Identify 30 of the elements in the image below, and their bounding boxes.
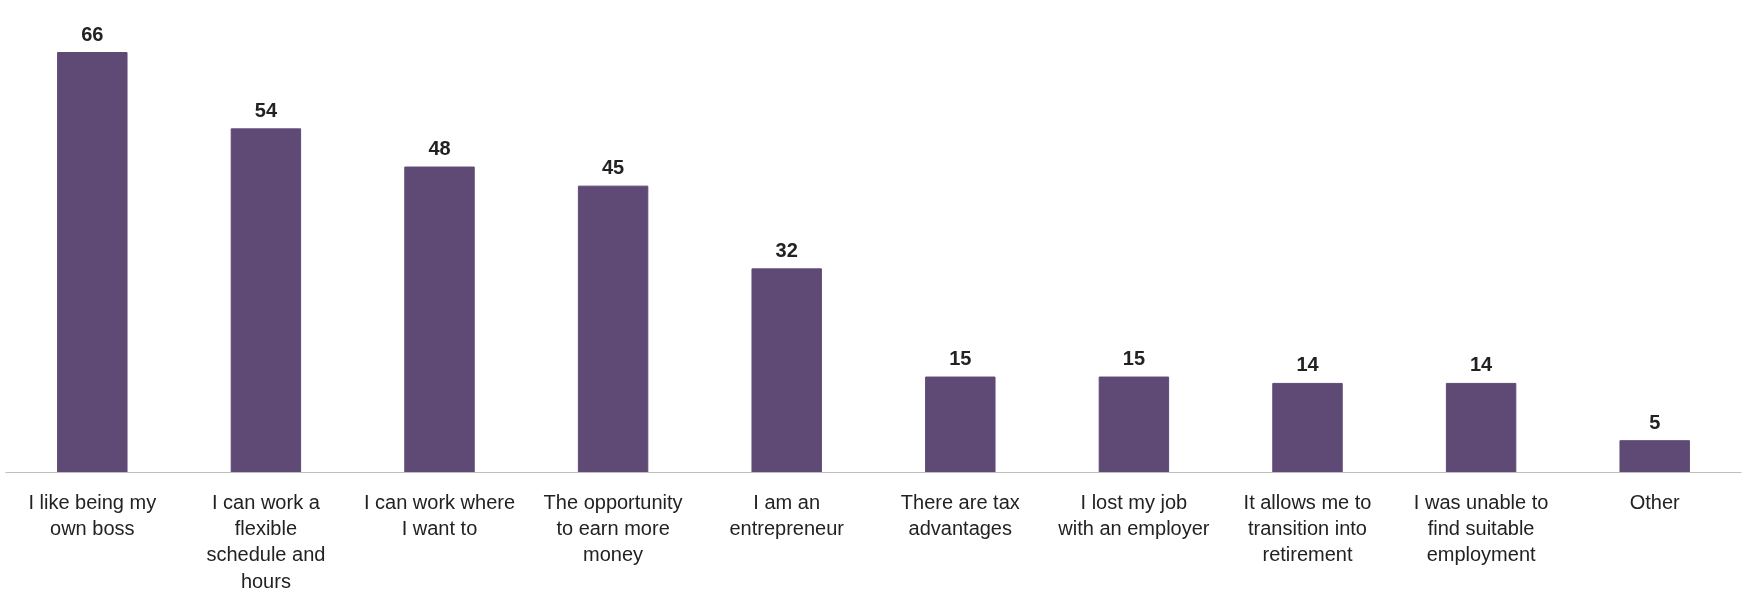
x-tick-label: It allows me to transition into retirement [1243,490,1372,566]
x-tick-label: I like being my own boss [28,490,157,539]
data-label: 15 [949,347,972,370]
bar [577,185,649,473]
x-tick-label: The opportunity to earn more money [543,490,683,566]
bar [1445,382,1517,473]
bar [1272,382,1343,473]
data-label: 45 [601,156,625,179]
data-label: 14 [1296,353,1320,376]
bar [925,376,996,473]
bar [230,128,302,473]
data-label: 32 [775,238,798,261]
bar [57,52,128,473]
bar [1098,376,1170,473]
bar [751,268,822,473]
x-tick-label: There are tax advantages [900,490,1020,539]
data-label: 5 [1649,410,1661,433]
x-tick-label: I can work a flexible schedule and hours [206,490,326,592]
data-label: 14 [1469,353,1494,376]
data-label: 54 [254,98,278,121]
data-label: 66 [81,22,104,45]
data-label: 15 [1122,347,1146,370]
x-tick-label: I can work where I want to [363,490,516,539]
x-tick-label: I lost my job with an employer [1057,490,1210,539]
data-label: 48 [428,137,451,160]
x-tick-label: I was unable to find suitable employment [1413,490,1549,566]
bar [404,166,475,473]
bar [1619,440,1690,473]
x-tick-label: I am an entrepreneur [729,490,845,539]
x-tick-label: Other [1629,490,1681,513]
